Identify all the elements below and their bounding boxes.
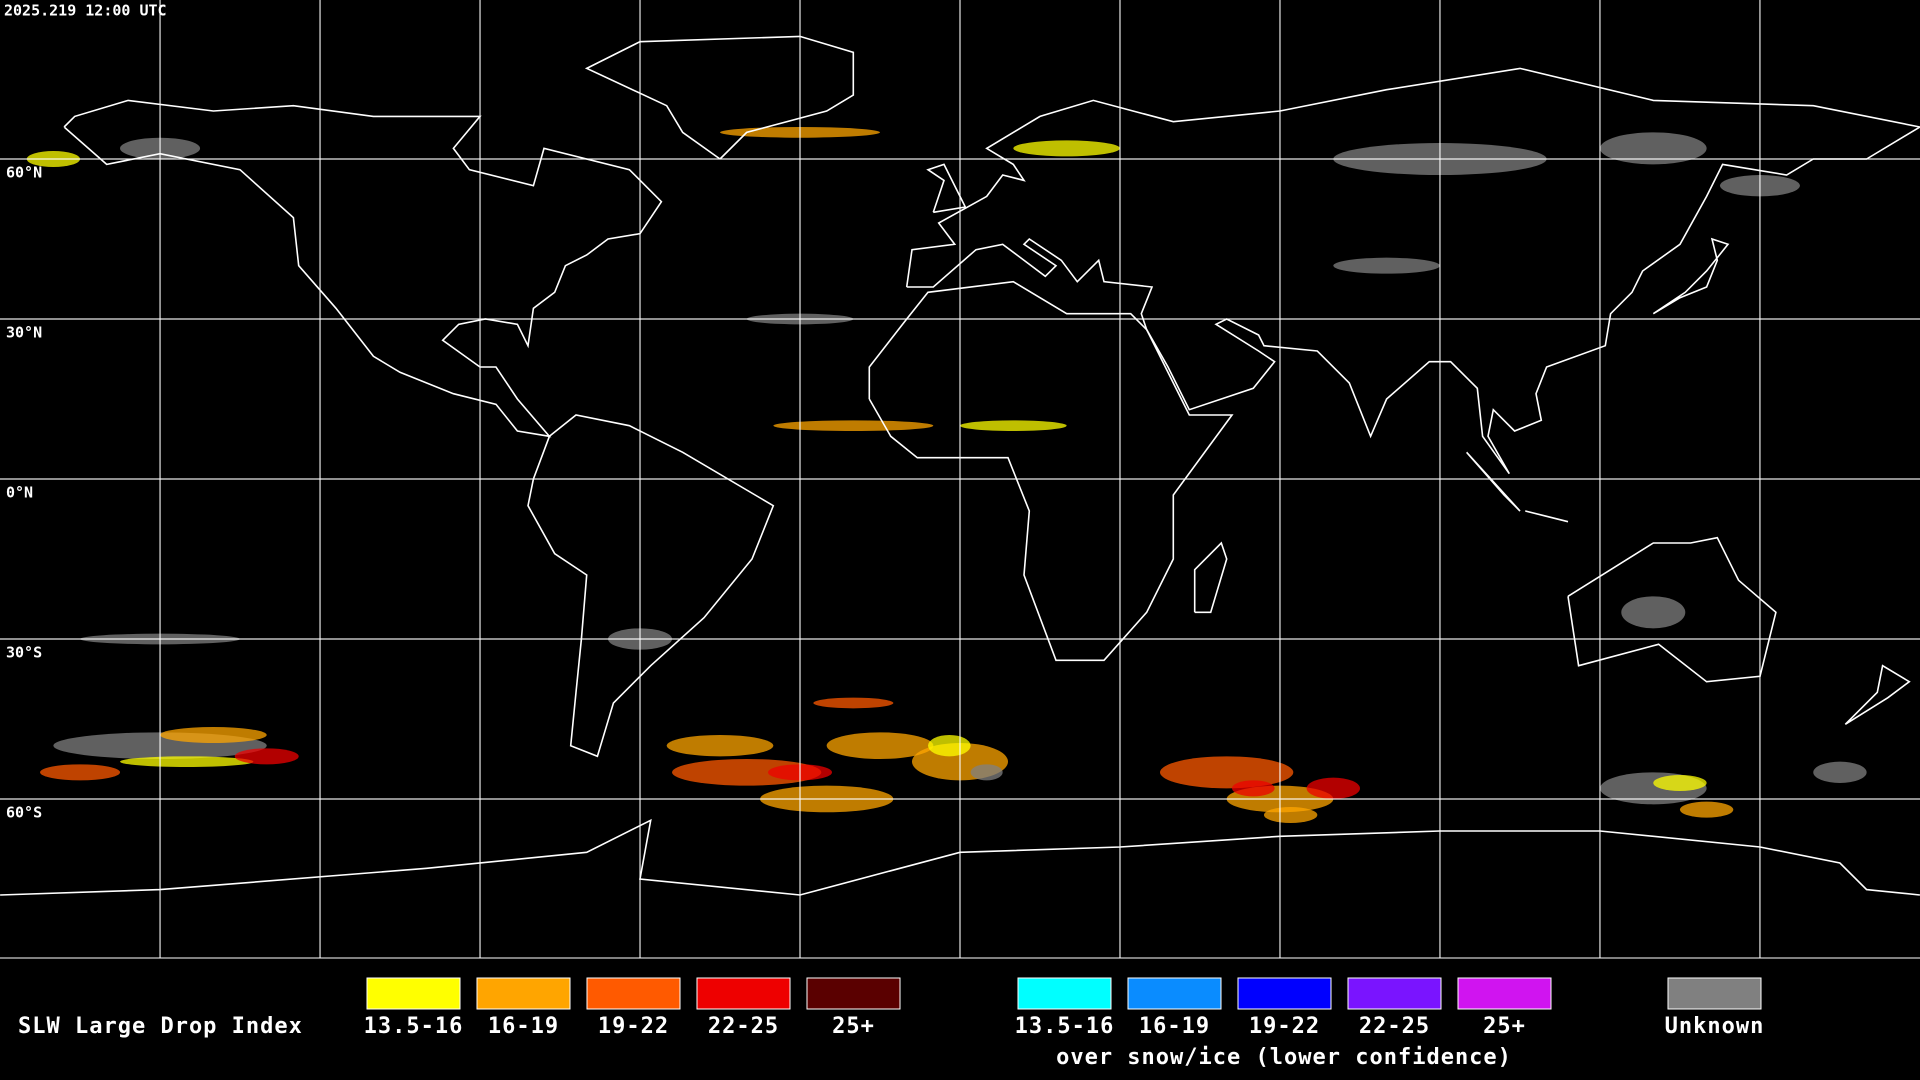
legend-swatch bbox=[1017, 977, 1112, 1010]
legend-swatch bbox=[1237, 977, 1332, 1010]
cloud-patch bbox=[1231, 780, 1275, 797]
legend-label: 22-25 bbox=[708, 1014, 779, 1039]
legend-swatch bbox=[1457, 977, 1552, 1010]
legend-label: 25+ bbox=[832, 1014, 875, 1039]
cloud-patch bbox=[1013, 140, 1120, 157]
cloud-patch bbox=[1813, 761, 1867, 783]
coastline bbox=[1652, 237, 1730, 315]
coastline bbox=[1465, 451, 1521, 512]
coastline bbox=[0, 818, 1920, 896]
graticule bbox=[0, 0, 1920, 958]
legend-swatch bbox=[366, 977, 461, 1010]
cloud-patch bbox=[1621, 596, 1686, 629]
cloud-patch bbox=[1599, 132, 1707, 165]
cloud-patch bbox=[666, 734, 774, 757]
legend-swatch bbox=[696, 977, 791, 1010]
coastline bbox=[63, 99, 663, 438]
legend-title: SLW Large Drop Index bbox=[18, 1014, 303, 1039]
cloud-patch bbox=[1306, 777, 1360, 799]
cloud-patch bbox=[234, 748, 299, 765]
legend-label: 16-19 bbox=[488, 1014, 559, 1039]
coastline bbox=[1844, 664, 1911, 725]
cloud-patch bbox=[160, 726, 267, 743]
latitude-label: 0°N bbox=[6, 484, 33, 502]
legend-swatch bbox=[586, 977, 681, 1010]
latitude-label: 30°N bbox=[6, 324, 42, 342]
cloud-patch bbox=[1159, 756, 1294, 789]
legend-swatch bbox=[476, 977, 571, 1010]
cloud-patch bbox=[1653, 774, 1707, 791]
latitude-label: 60°S bbox=[6, 803, 42, 821]
coastline bbox=[926, 163, 967, 214]
coastline bbox=[868, 280, 1234, 662]
coastline bbox=[905, 67, 1920, 475]
cloud-patch bbox=[813, 697, 894, 709]
snow-note: over snow/ice (lower confidence) bbox=[1056, 1045, 1512, 1070]
legend-label: 19-22 bbox=[1249, 1014, 1320, 1039]
cloud-patch bbox=[960, 420, 1067, 432]
cloud-patch bbox=[1263, 806, 1318, 823]
legend-label: 13.5-16 bbox=[1015, 1014, 1115, 1039]
legend-swatch bbox=[1667, 977, 1762, 1010]
latitude-label: 30°S bbox=[6, 643, 42, 661]
legend-label: 25+ bbox=[1483, 1014, 1526, 1039]
latitude-label: 60°N bbox=[6, 164, 42, 182]
legend-label: 19-22 bbox=[598, 1014, 669, 1039]
legend-swatch bbox=[1127, 977, 1222, 1010]
coastline bbox=[1193, 541, 1228, 614]
legend: 13.5-16 16-19 19-22 22-25 25+ 13.5-16 16-19 19-… bbox=[364, 977, 1765, 1039]
legend-label: 16-19 bbox=[1139, 1014, 1210, 1039]
cloud-patch bbox=[928, 734, 971, 757]
cloud-patch bbox=[826, 732, 934, 759]
cloud-patch bbox=[1679, 801, 1734, 818]
cloud-patch bbox=[120, 756, 254, 767]
cloud-patch bbox=[970, 764, 1003, 781]
legend-label: Unknown bbox=[1665, 1014, 1765, 1039]
coastline bbox=[1567, 536, 1777, 683]
legend-swatch bbox=[806, 977, 901, 1010]
legend-label: 22-25 bbox=[1359, 1014, 1430, 1039]
legend-label: 13.5-16 bbox=[364, 1014, 464, 1039]
coastline bbox=[527, 414, 775, 758]
cloud-patch bbox=[1333, 257, 1440, 274]
coastline bbox=[1525, 510, 1569, 523]
cloud-patch bbox=[773, 420, 934, 432]
timestamp: 2025.219 12:00 UTC bbox=[4, 2, 167, 20]
legend-swatch bbox=[1347, 977, 1442, 1010]
coastlines bbox=[0, 35, 1920, 896]
cloud-patch bbox=[40, 764, 121, 781]
